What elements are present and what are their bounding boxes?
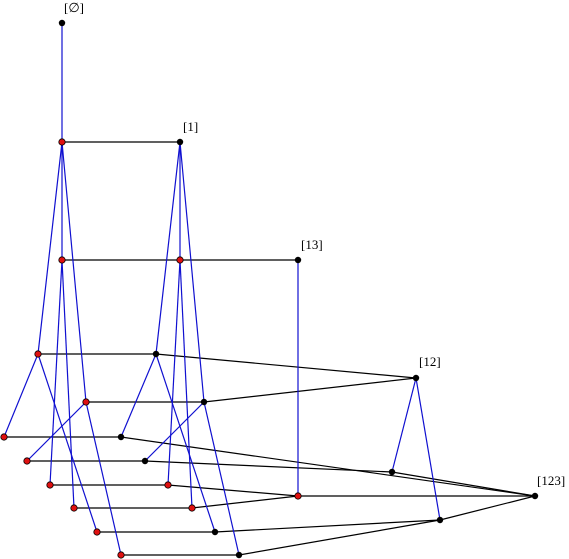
edge — [167, 259, 181, 486]
edge — [167, 484, 299, 497]
edge — [238, 519, 441, 556]
edge — [415, 377, 441, 521]
edge — [26, 401, 87, 462]
edge — [179, 259, 193, 509]
edge — [155, 353, 417, 379]
node — [23, 457, 31, 465]
node — [188, 504, 196, 512]
node — [412, 374, 420, 382]
edge — [191, 495, 299, 509]
node-label: [12] — [419, 354, 441, 369]
node — [141, 457, 149, 465]
node — [58, 138, 66, 146]
edge — [391, 471, 536, 497]
node — [235, 551, 243, 559]
node — [70, 504, 78, 512]
node — [294, 492, 302, 500]
edge — [37, 353, 98, 533]
edges — [3, 23, 536, 556]
edge — [120, 436, 536, 497]
edge — [391, 377, 417, 473]
node — [117, 551, 125, 559]
node — [531, 492, 539, 500]
edge — [85, 401, 122, 556]
node — [117, 433, 125, 441]
edge — [61, 259, 75, 509]
node — [58, 19, 66, 27]
edge — [61, 141, 87, 403]
edge — [439, 495, 536, 521]
node — [152, 350, 160, 358]
node — [34, 350, 42, 358]
node — [93, 528, 101, 536]
edge — [120, 353, 157, 438]
node — [164, 481, 172, 489]
node — [436, 516, 444, 524]
edge — [3, 353, 39, 438]
node-label: [13] — [301, 237, 323, 252]
node — [176, 138, 184, 146]
edge — [214, 519, 441, 533]
node — [200, 398, 208, 406]
node — [58, 256, 66, 264]
node — [176, 256, 184, 264]
node — [211, 528, 219, 536]
node — [294, 256, 302, 264]
edge — [203, 401, 240, 556]
edge — [49, 259, 63, 486]
node-label: [∅] — [64, 0, 84, 15]
edge — [155, 141, 181, 355]
edge — [144, 401, 205, 462]
edge — [179, 141, 205, 403]
node — [388, 468, 396, 476]
edge — [203, 377, 417, 403]
node-label: [1] — [183, 119, 198, 134]
node-label: [123] — [537, 473, 565, 488]
node — [82, 398, 90, 406]
edge — [155, 353, 216, 533]
dots — [0, 19, 539, 559]
edge — [37, 141, 63, 355]
edge — [144, 460, 393, 473]
node — [0, 433, 8, 441]
node — [46, 481, 54, 489]
